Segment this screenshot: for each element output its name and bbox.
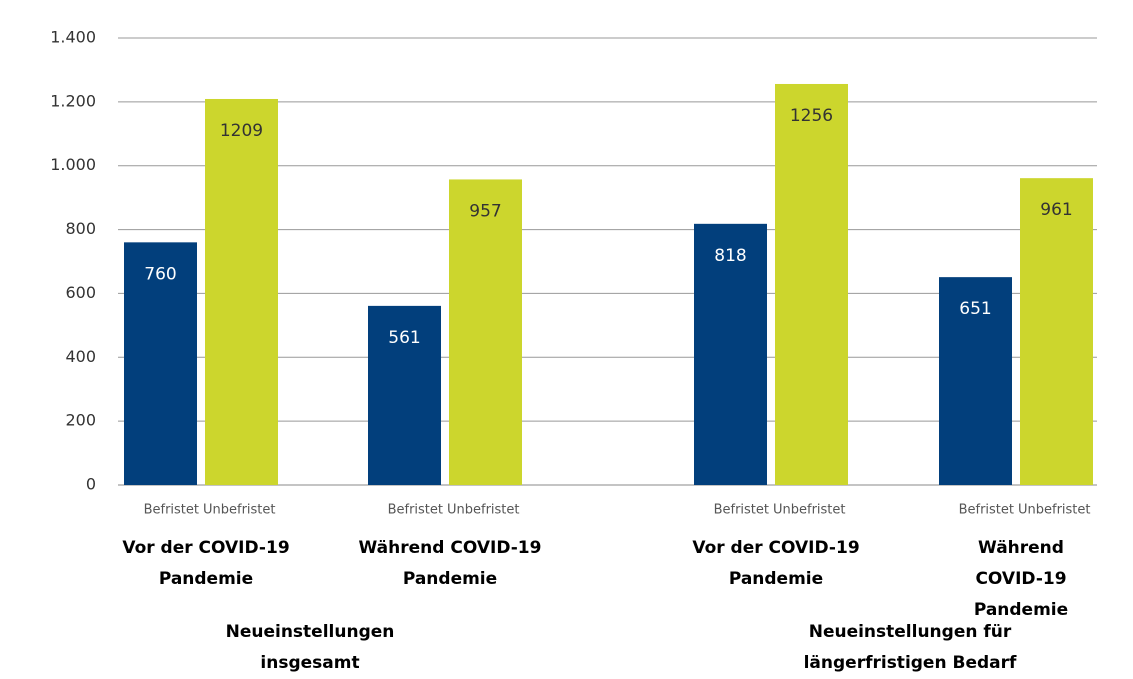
series-label: Befristet: [144, 503, 199, 518]
bar: [368, 305, 441, 485]
series-label: Unbefristet: [203, 503, 276, 518]
bar: [939, 277, 1012, 485]
series-label: Befristet: [714, 503, 769, 518]
value-label: 760: [144, 264, 176, 284]
bar: [1020, 178, 1093, 485]
value-label: 818: [714, 246, 746, 266]
y-tick-label: 0: [86, 475, 96, 494]
series-label: Befristet: [388, 503, 443, 518]
y-tick-label: 200: [65, 411, 96, 430]
series-label: Unbefristet: [1018, 503, 1091, 518]
group-label: Neueinstellungen für längerfristigen Bed…: [803, 622, 1017, 673]
bar: [449, 179, 522, 485]
value-label: 651: [959, 299, 991, 319]
y-tick-label: 400: [65, 347, 96, 366]
bar: [694, 223, 767, 485]
category-label: Während COVID-19 Pandemie: [358, 538, 542, 589]
bar: [775, 83, 848, 485]
bar: [124, 242, 197, 485]
category-label: Vor der COVID-19 Pandemie: [692, 538, 860, 589]
series-label: Unbefristet: [447, 503, 520, 518]
y-tick-label: 1.000: [50, 155, 96, 174]
y-tick-label: 800: [65, 219, 96, 238]
value-label: 561: [388, 328, 420, 348]
value-label: 1209: [220, 121, 263, 141]
y-tick-label: 600: [65, 283, 96, 302]
value-label: 961: [1040, 200, 1072, 220]
group-label: Neueinstellungen insgesamt: [225, 622, 395, 673]
value-label: 957: [469, 201, 501, 221]
y-tick-label: 1.200: [50, 91, 96, 110]
y-tick-label: 1.400: [50, 28, 96, 47]
series-label: Befristet: [959, 503, 1014, 518]
category-label: Vor der COVID-19 Pandemie: [122, 538, 290, 589]
series-label: Unbefristet: [773, 503, 846, 518]
category-label: Während COVID-19 Pandemie: [973, 538, 1069, 620]
value-label: 1256: [790, 106, 833, 126]
bar: [205, 98, 278, 485]
